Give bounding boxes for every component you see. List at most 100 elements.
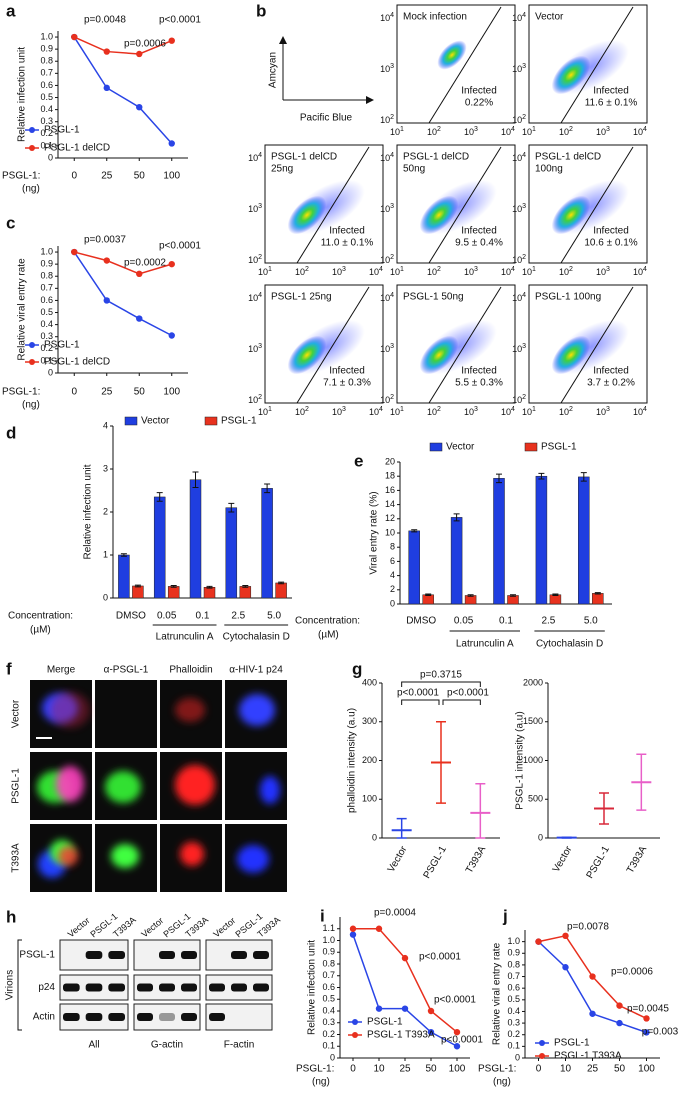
bar bbox=[239, 586, 252, 599]
point bbox=[103, 257, 110, 264]
tick-base: 10 bbox=[596, 267, 606, 277]
point bbox=[562, 932, 569, 940]
tick-label: 103 bbox=[464, 266, 478, 278]
y-tick-label: 20 bbox=[385, 456, 395, 466]
plot-title: PSGL-1 50ng bbox=[403, 292, 464, 303]
tick-base: 10 bbox=[512, 115, 522, 125]
cell-cloud bbox=[419, 195, 459, 235]
tick-exponent: 2 bbox=[522, 114, 526, 121]
y-tick-label: 16 bbox=[385, 485, 395, 495]
group-label: Cytochalasin D bbox=[223, 632, 290, 643]
error-bar bbox=[496, 473, 502, 484]
band bbox=[181, 983, 197, 992]
legend-swatch bbox=[429, 442, 443, 452]
cell-cloud bbox=[287, 195, 327, 235]
axis-x-name: Pacific Blue bbox=[300, 113, 353, 124]
tick-exponent: 3 bbox=[390, 203, 394, 210]
annotation: p<0.0001 bbox=[434, 995, 476, 1006]
tick-label: 101 bbox=[390, 266, 404, 278]
blot-label: G-actin bbox=[151, 1040, 183, 1051]
tick-exponent: 2 bbox=[569, 126, 573, 133]
x-tick-label: 25 bbox=[101, 387, 113, 398]
error-bar bbox=[242, 585, 249, 588]
annotation: p<0.0001 bbox=[441, 1035, 483, 1046]
band bbox=[159, 983, 175, 992]
tick-exponent: 2 bbox=[437, 406, 441, 413]
row-label: PSGL-1 bbox=[11, 768, 22, 804]
y-tick-label: 0.4 bbox=[40, 104, 53, 114]
tick-exponent: 2 bbox=[569, 406, 573, 413]
tick-base: 10 bbox=[512, 64, 522, 74]
tick-label: 103 bbox=[596, 126, 610, 138]
tick-exponent: 1 bbox=[268, 266, 272, 273]
tick-exponent: 4 bbox=[643, 266, 647, 273]
tick-label: 104 bbox=[633, 406, 647, 418]
x-axis-label: PSGL-1: bbox=[478, 1064, 516, 1075]
side-label: Virions bbox=[5, 970, 16, 1000]
annotation: p<0.0001 bbox=[419, 952, 461, 963]
bar bbox=[132, 585, 144, 599]
panel-label: a bbox=[6, 1, 16, 20]
point bbox=[103, 84, 110, 92]
tick-base: 10 bbox=[258, 407, 268, 417]
plot-title: 25ng bbox=[271, 164, 293, 175]
y-tick-label: 0.9 bbox=[40, 259, 53, 269]
panel-label: g bbox=[352, 659, 362, 678]
tick-exponent: 1 bbox=[400, 406, 404, 413]
tick-label: 104 bbox=[369, 406, 383, 418]
tick-base: 10 bbox=[633, 127, 643, 137]
x-tick-label: 0.05 bbox=[454, 616, 474, 627]
blot-label: F-actin bbox=[224, 1040, 255, 1051]
series-line bbox=[73, 36, 173, 144]
tick-exponent: 3 bbox=[522, 343, 526, 350]
tick-exponent: 2 bbox=[522, 394, 526, 401]
legend-swatch bbox=[124, 416, 138, 426]
point bbox=[168, 260, 175, 268]
column-header: α-PSGL-1 bbox=[104, 665, 149, 676]
point bbox=[589, 1010, 596, 1017]
tick-exponent: 4 bbox=[390, 12, 394, 19]
y-tick-label: 10 bbox=[385, 527, 395, 537]
tick-exponent: 2 bbox=[437, 126, 441, 133]
cell-cloud bbox=[419, 335, 459, 375]
legend-label: Vector bbox=[446, 442, 475, 453]
legend-label: PSGL-1 bbox=[541, 442, 577, 453]
signal bbox=[175, 698, 205, 722]
tick-base: 10 bbox=[248, 344, 258, 354]
y-tick-label: 0.3 bbox=[322, 1017, 335, 1027]
error-bar bbox=[510, 594, 516, 597]
x-tick-label: 25 bbox=[399, 1064, 411, 1075]
point bbox=[71, 33, 78, 41]
tick-base: 10 bbox=[390, 407, 400, 417]
error-bar bbox=[206, 585, 213, 589]
y-tick-label: 0 bbox=[538, 832, 543, 842]
y-tick-label: 0.1 bbox=[40, 355, 53, 365]
error-bar bbox=[192, 471, 199, 488]
band bbox=[63, 983, 80, 992]
tick-label: 103 bbox=[512, 63, 526, 75]
x-tick-label: 0 bbox=[350, 1064, 356, 1075]
point bbox=[616, 1002, 623, 1009]
tick-base: 10 bbox=[559, 127, 569, 137]
bar bbox=[153, 496, 166, 599]
y-tick-label: 0.8 bbox=[40, 56, 53, 66]
x-axis-unit: (µM) bbox=[30, 625, 51, 636]
tick-label: 104 bbox=[633, 266, 647, 278]
tick-exponent: 2 bbox=[522, 254, 526, 261]
tick-exponent: 4 bbox=[522, 12, 526, 19]
gate-percent: 10.6 ± 0.1% bbox=[584, 238, 637, 249]
band bbox=[108, 983, 125, 992]
point bbox=[375, 1005, 383, 1012]
x-tick-label: 0.05 bbox=[157, 611, 177, 622]
legend-marker bbox=[29, 359, 35, 365]
bar bbox=[408, 530, 420, 605]
signal bbox=[260, 776, 280, 804]
gate-label: Infected bbox=[461, 226, 497, 237]
y-tick-label: 0.6 bbox=[507, 983, 520, 993]
legend-marker bbox=[352, 1019, 358, 1025]
group-label: Cytochalasin D bbox=[536, 639, 603, 650]
y-tick-label: 0 bbox=[48, 152, 53, 162]
y-axis-label: Relative infection unit bbox=[307, 940, 318, 1035]
y-tick-label: 1.0 bbox=[40, 246, 53, 256]
